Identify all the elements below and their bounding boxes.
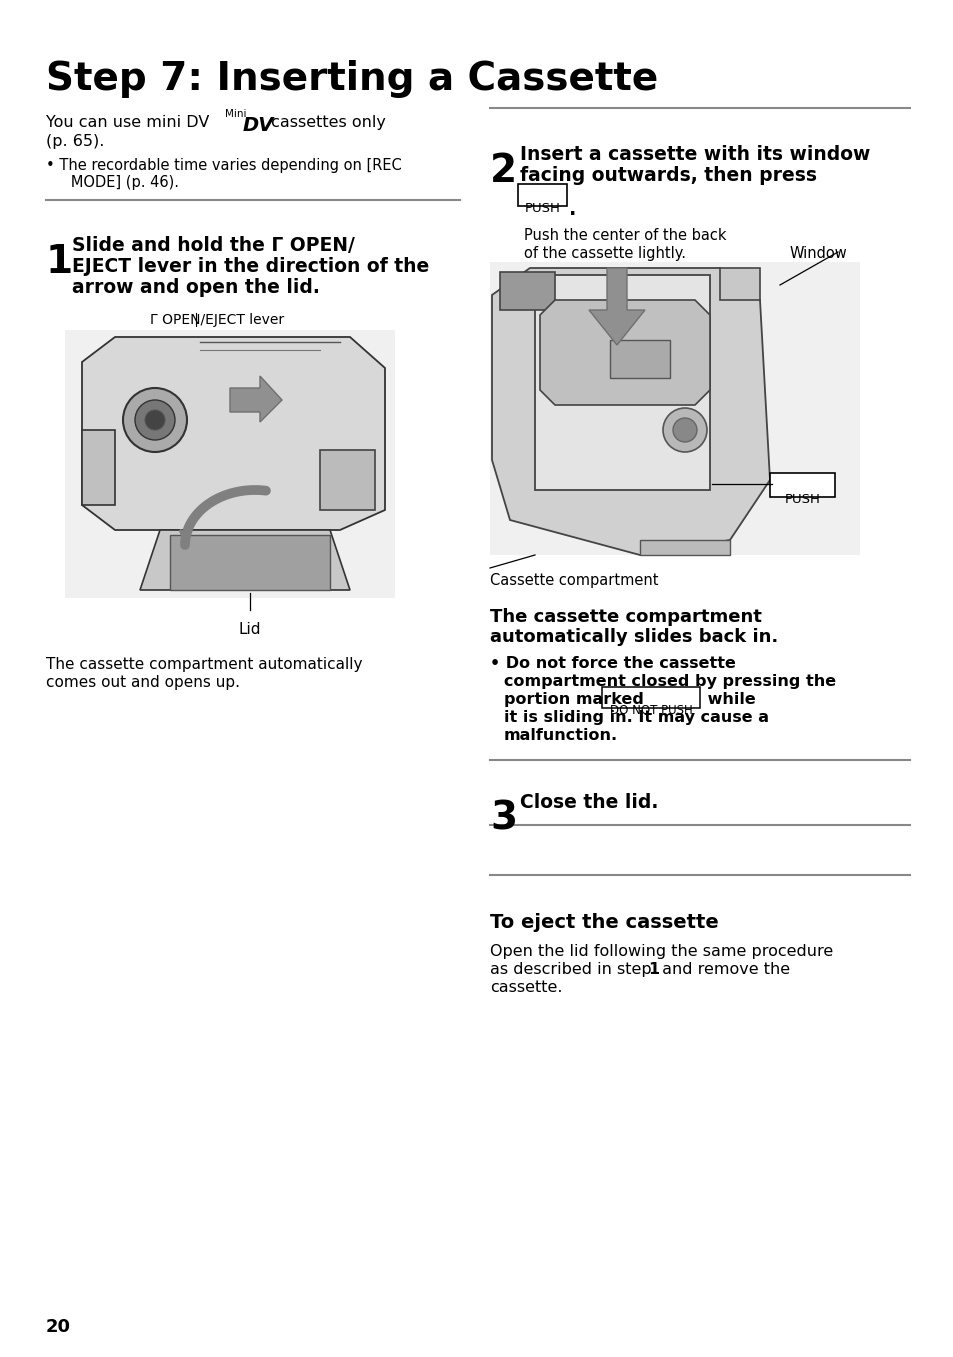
Text: 3: 3 (490, 801, 517, 839)
Text: MODE] (p. 46).: MODE] (p. 46). (57, 175, 179, 190)
Text: DV: DV (243, 115, 274, 134)
Text: comes out and opens up.: comes out and opens up. (46, 674, 240, 689)
Polygon shape (588, 267, 644, 345)
Text: facing outwards, then press: facing outwards, then press (519, 166, 816, 185)
Text: of the cassette lightly.: of the cassette lightly. (523, 246, 685, 261)
Text: The cassette compartment: The cassette compartment (490, 608, 761, 626)
Circle shape (672, 418, 697, 442)
Text: Step 7: Inserting a Cassette: Step 7: Inserting a Cassette (46, 60, 658, 98)
Text: PUSH: PUSH (524, 202, 560, 214)
Text: 20: 20 (46, 1318, 71, 1337)
Text: malfunction.: malfunction. (503, 727, 618, 744)
Text: automatically slides back in.: automatically slides back in. (490, 628, 778, 646)
Bar (609, 341, 669, 379)
Text: Open the lid following the same procedure: Open the lid following the same procedur… (490, 944, 832, 959)
Text: Close the lid.: Close the lid. (519, 792, 658, 811)
Circle shape (123, 388, 187, 452)
Polygon shape (140, 531, 350, 590)
Text: 1: 1 (46, 243, 73, 281)
Text: Mini: Mini (225, 109, 246, 119)
Text: To eject the cassette: To eject the cassette (490, 913, 718, 932)
Text: and remove the: and remove the (657, 962, 789, 977)
FancyBboxPatch shape (518, 183, 567, 205)
Circle shape (135, 400, 174, 440)
Text: 2: 2 (490, 152, 517, 190)
Bar (535, 275, 709, 490)
Polygon shape (230, 376, 282, 422)
Polygon shape (720, 267, 760, 300)
Bar (490, 262, 859, 555)
Text: DO NOT PUSH: DO NOT PUSH (609, 704, 692, 716)
Circle shape (145, 410, 165, 430)
Text: The cassette compartment automatically: The cassette compartment automatically (46, 657, 362, 672)
FancyBboxPatch shape (770, 472, 835, 497)
Text: compartment closed by pressing the: compartment closed by pressing the (503, 674, 835, 689)
Text: • Do not force the cassette: • Do not force the cassette (490, 655, 735, 670)
Text: 1: 1 (647, 962, 659, 977)
Circle shape (662, 408, 706, 452)
Text: EJECT lever in the direction of the: EJECT lever in the direction of the (71, 256, 429, 275)
Bar (319, 451, 375, 510)
Text: as described in step: as described in step (490, 962, 656, 977)
Text: Window: Window (789, 246, 847, 261)
FancyBboxPatch shape (602, 687, 700, 707)
Polygon shape (639, 540, 729, 555)
Text: arrow and open the lid.: arrow and open the lid. (71, 278, 319, 297)
Text: Lid: Lid (238, 622, 261, 636)
Text: Push the center of the back: Push the center of the back (523, 228, 726, 243)
Text: it is sliding in. It may cause a: it is sliding in. It may cause a (503, 710, 768, 725)
Text: while: while (701, 692, 755, 707)
Bar (65, 330, 395, 598)
Bar (499, 271, 555, 309)
Text: • The recordable time varies depending on [REC: • The recordable time varies depending o… (46, 157, 401, 172)
Text: .: . (568, 199, 576, 218)
Text: Insert a cassette with its window: Insert a cassette with its window (519, 145, 869, 164)
Text: PUSH: PUSH (784, 493, 821, 506)
Polygon shape (492, 267, 769, 555)
Polygon shape (539, 300, 709, 404)
Text: Slide and hold the Γ OPEN/: Slide and hold the Γ OPEN/ (71, 236, 355, 255)
Polygon shape (82, 337, 385, 531)
Text: cassettes only: cassettes only (266, 115, 385, 130)
Bar (170, 535, 330, 590)
Text: (p. 65).: (p. 65). (46, 134, 104, 149)
Text: portion marked: portion marked (503, 692, 649, 707)
Text: Cassette compartment: Cassette compartment (490, 573, 658, 588)
Text: cassette.: cassette. (490, 980, 562, 995)
Polygon shape (82, 430, 115, 505)
Text: Γ OPEN/EJECT lever: Γ OPEN/EJECT lever (150, 313, 284, 327)
Text: You can use mini DV: You can use mini DV (46, 115, 214, 130)
